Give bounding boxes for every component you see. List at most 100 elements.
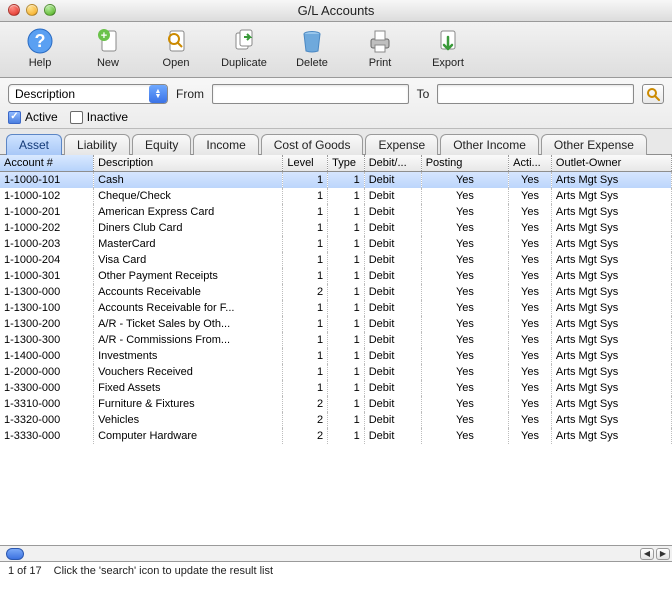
- cell-type: 1: [328, 348, 365, 364]
- toolbar-label: Help: [29, 57, 52, 69]
- cell-account: 1-1000-201: [0, 204, 94, 220]
- cell-debit: Debit: [364, 428, 421, 444]
- tab-asset[interactable]: Asset: [6, 134, 62, 155]
- inactive-checkbox[interactable]: Inactive: [70, 110, 128, 124]
- trash-icon: [297, 26, 327, 56]
- col-header-debit[interactable]: Debit/...: [364, 155, 421, 172]
- table-row[interactable]: 1-1000-204Visa Card11DebitYesYesArts Mgt…: [0, 252, 672, 268]
- col-header-desc[interactable]: Description: [94, 155, 283, 172]
- table-row[interactable]: 1-3330-000Computer Hardware21DebitYesYes…: [0, 428, 672, 444]
- table-row[interactable]: 1-1000-102Cheque/Check11DebitYesYesArts …: [0, 188, 672, 204]
- cell-level: 1: [283, 236, 328, 252]
- table-row[interactable]: 1-1000-201American Express Card11DebitYe…: [0, 204, 672, 220]
- cell-posting: Yes: [421, 220, 508, 236]
- cell-owner: Arts Mgt Sys: [551, 428, 671, 444]
- cell-type: 1: [328, 412, 365, 428]
- cell-debit: Debit: [364, 332, 421, 348]
- col-header-posting[interactable]: Posting: [421, 155, 508, 172]
- to-input[interactable]: [437, 84, 634, 104]
- table-row[interactable]: 1-1300-100Accounts Receivable for F...11…: [0, 300, 672, 316]
- to-label: To: [417, 87, 430, 101]
- table-row[interactable]: 1-1000-202Diners Club Card11DebitYesYesA…: [0, 220, 672, 236]
- zoom-window-button[interactable]: [44, 4, 56, 16]
- cell-posting: Yes: [421, 396, 508, 412]
- cell-active: Yes: [509, 396, 552, 412]
- close-window-button[interactable]: [8, 4, 20, 16]
- toolbar-label: Open: [163, 57, 190, 69]
- col-header-type[interactable]: Type: [328, 155, 365, 172]
- cell-type: 1: [328, 172, 365, 188]
- tab-income[interactable]: Income: [193, 134, 258, 155]
- cell-posting: Yes: [421, 300, 508, 316]
- tab-cogs[interactable]: Cost of Goods: [261, 134, 364, 155]
- cell-active: Yes: [509, 188, 552, 204]
- cell-type: 1: [328, 300, 365, 316]
- table-row[interactable]: 1-3300-000Fixed Assets11DebitYesYesArts …: [0, 380, 672, 396]
- export-button[interactable]: Export: [424, 26, 472, 77]
- cell-owner: Arts Mgt Sys: [551, 172, 671, 188]
- tab-equity[interactable]: Equity: [132, 134, 191, 155]
- chevron-updown-icon: ▲▼: [149, 85, 167, 103]
- cell-debit: Debit: [364, 204, 421, 220]
- col-header-level[interactable]: Level: [283, 155, 328, 172]
- tab-liability[interactable]: Liability: [64, 134, 130, 155]
- cell-level: 2: [283, 284, 328, 300]
- duplicate-button[interactable]: Duplicate: [220, 26, 268, 77]
- cell-account: 1-1000-301: [0, 268, 94, 284]
- plus-doc-icon: +: [93, 26, 123, 56]
- cell-account: 1-1300-100: [0, 300, 94, 316]
- table-row[interactable]: 1-1300-000Accounts Receivable21DebitYesY…: [0, 284, 672, 300]
- cell-desc: Accounts Receivable for F...: [94, 300, 283, 316]
- tab-otherexpense[interactable]: Other Expense: [541, 134, 647, 155]
- cell-desc: American Express Card: [94, 204, 283, 220]
- help-button[interactable]: ?Help: [16, 26, 64, 77]
- tab-bar: AssetLiabilityEquityIncomeCost of GoodsE…: [0, 129, 672, 155]
- cell-type: 1: [328, 428, 365, 444]
- cell-type: 1: [328, 332, 365, 348]
- minimize-window-button[interactable]: [26, 4, 38, 16]
- tab-expense[interactable]: Expense: [365, 134, 438, 155]
- table-row[interactable]: 1-2000-000Vouchers Received11DebitYesYes…: [0, 364, 672, 380]
- table-row[interactable]: 1-1000-203MasterCard11DebitYesYesArts Mg…: [0, 236, 672, 252]
- cell-active: Yes: [509, 364, 552, 380]
- new-button[interactable]: +New: [84, 26, 132, 77]
- from-input[interactable]: [212, 84, 409, 104]
- active-checkbox[interactable]: Active: [8, 110, 58, 124]
- cell-account: 1-1000-204: [0, 252, 94, 268]
- search-button[interactable]: [642, 84, 664, 104]
- status-hint: Click the 'search' icon to update the re…: [54, 565, 273, 577]
- table-row[interactable]: 1-1300-200A/R - Ticket Sales by Oth...11…: [0, 316, 672, 332]
- scrollbar-thumb[interactable]: [6, 548, 24, 560]
- col-header-active[interactable]: Acti...: [509, 155, 552, 172]
- cell-owner: Arts Mgt Sys: [551, 332, 671, 348]
- tab-otherincome[interactable]: Other Income: [440, 134, 539, 155]
- cell-desc: Diners Club Card: [94, 220, 283, 236]
- cell-desc: Investments: [94, 348, 283, 364]
- cell-owner: Arts Mgt Sys: [551, 268, 671, 284]
- cell-posting: Yes: [421, 284, 508, 300]
- table-row[interactable]: 1-1300-300A/R - Commissions From...11Deb…: [0, 332, 672, 348]
- status-count: 1 of 17: [8, 565, 42, 577]
- cell-debit: Debit: [364, 412, 421, 428]
- scroll-left-button[interactable]: ◀: [640, 548, 654, 560]
- field-selector[interactable]: Description ▲▼: [8, 84, 168, 104]
- cell-account: 1-1300-200: [0, 316, 94, 332]
- horizontal-scrollbar[interactable]: ◀ ▶: [0, 546, 672, 562]
- scroll-right-button[interactable]: ▶: [656, 548, 670, 560]
- magnify-doc-icon: [161, 26, 191, 56]
- cell-desc: Cash: [94, 172, 283, 188]
- table-row[interactable]: 1-1000-101Cash11DebitYesYesArts Mgt Sys: [0, 172, 672, 188]
- col-header-owner[interactable]: Outlet-Owner: [551, 155, 671, 172]
- cell-desc: Vehicles: [94, 412, 283, 428]
- delete-button[interactable]: Delete: [288, 26, 336, 77]
- toolbar-label: Delete: [296, 57, 328, 69]
- cell-desc: MasterCard: [94, 236, 283, 252]
- table-row[interactable]: 1-1400-000Investments11DebitYesYesArts M…: [0, 348, 672, 364]
- table-row[interactable]: 1-1000-301Other Payment Receipts11DebitY…: [0, 268, 672, 284]
- open-button[interactable]: Open: [152, 26, 200, 77]
- table-row[interactable]: 1-3320-000Vehicles21DebitYesYesArts Mgt …: [0, 412, 672, 428]
- table-row[interactable]: 1-3310-000Furniture & Fixtures21DebitYes…: [0, 396, 672, 412]
- print-button[interactable]: Print: [356, 26, 404, 77]
- col-header-account[interactable]: Account #: [0, 155, 94, 172]
- cell-desc: Computer Hardware: [94, 428, 283, 444]
